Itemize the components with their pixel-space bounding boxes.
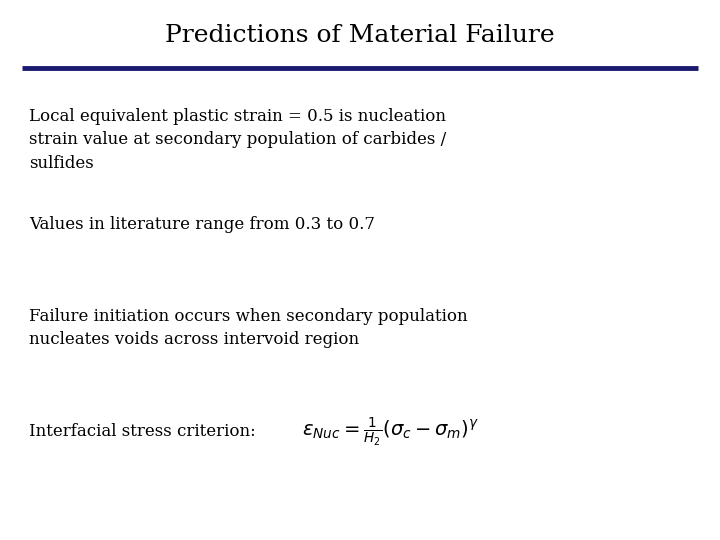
Text: Failure initiation occurs when secondary population
nucleates voids across inter: Failure initiation occurs when secondary…	[29, 308, 467, 348]
Text: Predictions of Material Failure: Predictions of Material Failure	[165, 24, 555, 46]
Text: Local equivalent plastic strain = 0.5 is nucleation
strain value at secondary po: Local equivalent plastic strain = 0.5 is…	[29, 108, 446, 172]
Text: Values in literature range from 0.3 to 0.7: Values in literature range from 0.3 to 0…	[29, 216, 375, 233]
Text: $\varepsilon_{Nuc} = \frac{1}{H_2}\left(\sigma_c - \sigma_m\right)^\gamma$: $\varepsilon_{Nuc} = \frac{1}{H_2}\left(…	[302, 416, 480, 448]
Text: Interfacial stress criterion:: Interfacial stress criterion:	[29, 423, 256, 441]
